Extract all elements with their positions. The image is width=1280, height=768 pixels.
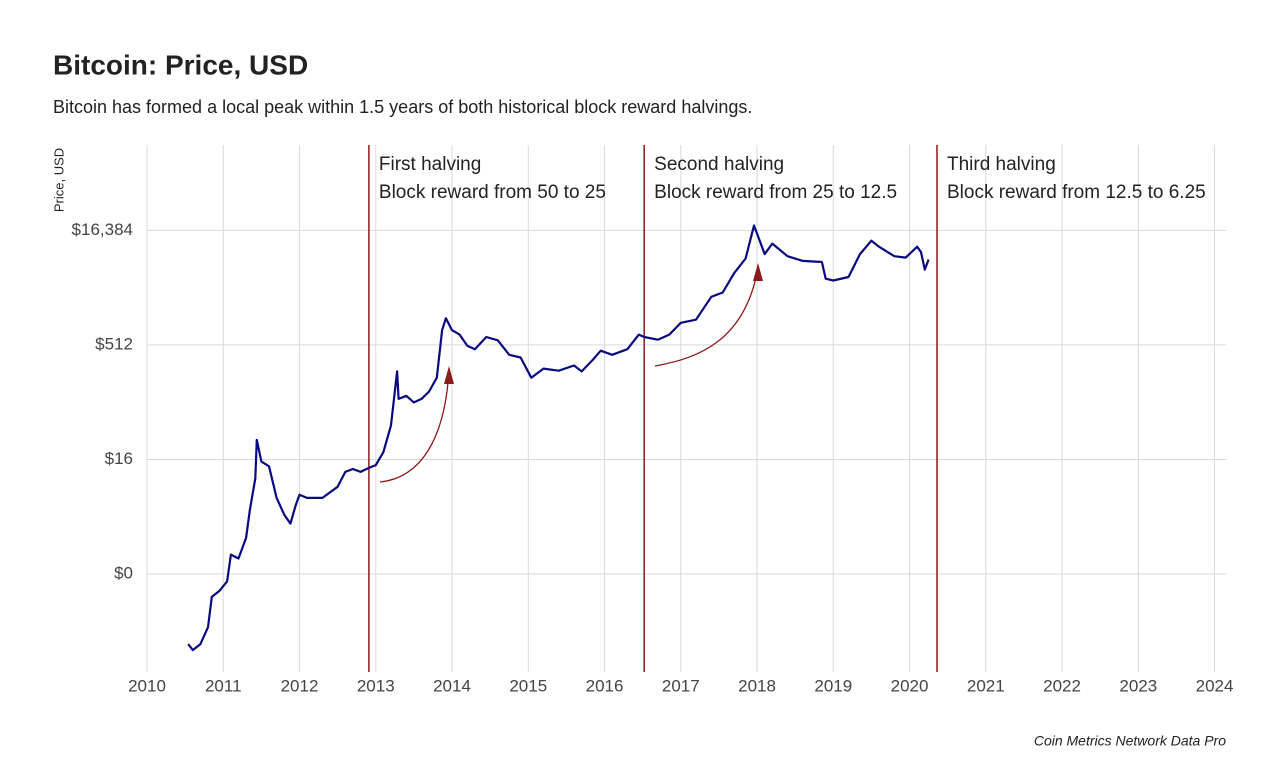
arrow — [654, 267, 759, 367]
y-tick-label: $16 — [105, 449, 133, 468]
annotation-text: Third halving — [947, 154, 1056, 175]
source: Coin Metrics Network Data Pro — [1034, 733, 1226, 749]
x-tick-label: 2024 — [1196, 676, 1234, 695]
price-line — [187, 224, 930, 652]
arrow-head — [444, 366, 454, 384]
annotation-text: Block reward from 50 to 25 — [379, 182, 606, 203]
annotation-text: Block reward from 12.5 to 6.25 — [947, 182, 1206, 203]
x-tick-label: 2020 — [891, 676, 929, 695]
x-tick-label: 2017 — [662, 676, 700, 695]
x-tick-label: 2014 — [433, 676, 471, 695]
arrow — [379, 369, 450, 483]
y-tick-label: $512 — [95, 334, 133, 353]
x-tick-label: 2012 — [281, 676, 319, 695]
x-tick-label: 2018 — [738, 676, 776, 695]
x-tick-label: 2019 — [814, 676, 852, 695]
x-tick-label: 2021 — [967, 676, 1005, 695]
x-tick-label: 2013 — [357, 676, 395, 695]
chart-title: Bitcoin: Price, USD — [53, 49, 308, 80]
x-tick-label: 2015 — [509, 676, 547, 695]
x-tick-label: 2023 — [1119, 676, 1157, 695]
x-tick-label: 2022 — [1043, 676, 1081, 695]
x-tick-label: 2011 — [205, 676, 242, 695]
y-tick-label: $16,384 — [72, 220, 133, 239]
annotation-text: First halving — [379, 154, 481, 175]
x-tick-label: 2016 — [586, 676, 624, 695]
annotation-text: Second halving — [654, 154, 784, 175]
arrow-head — [753, 263, 763, 281]
x-tick-label: 2010 — [128, 676, 166, 695]
grid — [146, 145, 1226, 672]
chart-subtitle: Bitcoin has formed a local peak within 1… — [53, 97, 752, 117]
y-axis-label: Price, USD — [51, 148, 66, 212]
annotation-text: Block reward from 25 to 12.5 — [654, 182, 897, 203]
y-tick-label: $0 — [114, 564, 133, 583]
plot — [187, 145, 938, 672]
